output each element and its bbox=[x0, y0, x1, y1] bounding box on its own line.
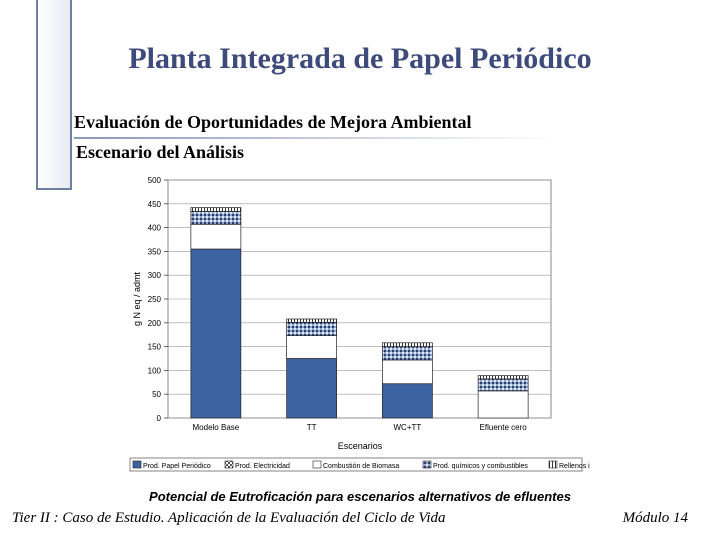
bar-segment bbox=[190, 223, 242, 250]
legend-swatch bbox=[312, 460, 322, 469]
y-axis-label: g N eq / admt bbox=[132, 271, 142, 326]
y-tick-label: 400 bbox=[148, 224, 162, 233]
x-axis-label: Escenarios bbox=[338, 441, 383, 451]
slide-subtitle-1: Evaluación de Oportunidades de Mejora Am… bbox=[74, 112, 472, 132]
bar-segment bbox=[190, 211, 242, 225]
footer-course: Tier II : Caso de Estudio. Aplicación de… bbox=[12, 510, 446, 526]
y-tick-label: 150 bbox=[148, 343, 162, 352]
y-tick-label: 300 bbox=[148, 271, 162, 280]
bar-segment bbox=[286, 335, 337, 359]
x-tick-label: Efluente cero bbox=[480, 423, 528, 432]
x-tick-label: Modelo Base bbox=[193, 423, 240, 432]
bar-segment bbox=[190, 248, 242, 419]
eutrophication-chart: 0 50 100 150 200 250 300 350 400 450 500 Modelo Ba… bbox=[129, 176, 590, 472]
legend-label: Prod. Electricidad bbox=[235, 463, 290, 470]
bar-segment bbox=[286, 358, 337, 419]
legend-label: Combustión de Biomasa bbox=[323, 463, 399, 470]
bar-segment bbox=[382, 383, 433, 419]
y-tick-label: 500 bbox=[148, 176, 162, 185]
legend-swatch bbox=[132, 460, 142, 469]
bar-segment bbox=[477, 375, 529, 380]
legend-label: Rellenos ind. bbox=[559, 463, 590, 470]
slide-title: Planta Integrada de Papel Periódico bbox=[128, 42, 592, 75]
y-tick-label: 200 bbox=[148, 319, 162, 328]
y-tick-label: 450 bbox=[148, 200, 162, 209]
y-tick-label: 250 bbox=[148, 295, 162, 304]
bar-segment bbox=[477, 378, 529, 392]
subtitle-divider bbox=[74, 137, 554, 139]
legend-label: Prod. Papel Periódico bbox=[143, 463, 211, 470]
legend-label: Prod. químicos y combustibles bbox=[433, 463, 528, 470]
y-tick-label: 50 bbox=[152, 390, 161, 399]
bar-segment bbox=[190, 207, 242, 212]
bar-segment bbox=[286, 321, 337, 337]
bar-segment bbox=[382, 346, 433, 361]
bar-segment bbox=[477, 390, 529, 419]
bar-segment bbox=[382, 359, 433, 385]
bar-segment bbox=[382, 342, 433, 347]
legend-swatch bbox=[422, 460, 432, 469]
x-tick-label: WC+TT bbox=[393, 423, 421, 432]
bar-segment bbox=[286, 318, 337, 323]
y-tick-label: 100 bbox=[148, 366, 162, 375]
x-tick-label: TT bbox=[307, 423, 317, 432]
footer-module: Módulo 14 bbox=[622, 510, 688, 526]
legend-swatch bbox=[548, 460, 558, 469]
y-tick-label: 350 bbox=[148, 247, 162, 256]
chart-legend: Prod. Papel Periódico Prod. Electricidad C… bbox=[129, 457, 590, 472]
slide-subtitle-2: Escenario del Análisis bbox=[76, 142, 245, 162]
y-tick-label: 0 bbox=[157, 414, 162, 423]
decorative-side-bar bbox=[36, 0, 72, 190]
chart-caption: Potencial de Eutroficación para escenari… bbox=[149, 489, 571, 504]
legend-swatch bbox=[224, 460, 234, 469]
